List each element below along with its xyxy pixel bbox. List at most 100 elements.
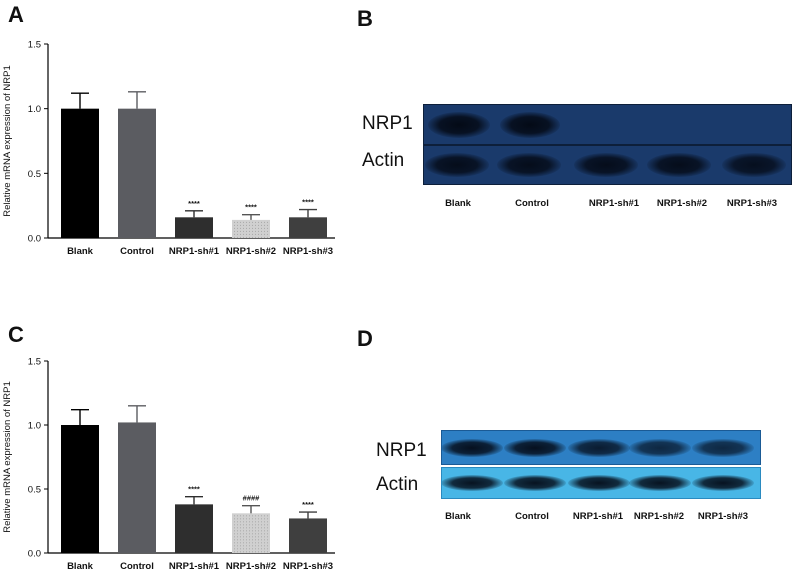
chart-a-y-axis-label: Relative mRNA expression of NRP1	[2, 65, 13, 217]
chart-c-bar-texture-dot	[246, 551, 247, 553]
chart-c-bar-texture-dot	[240, 521, 241, 523]
chart-c-bar-texture-dot	[267, 548, 268, 550]
chart-a-bar-texture-dot	[246, 221, 247, 223]
chart-c-bar-texture-dot	[261, 533, 262, 535]
chart-c-bar-texture-dot	[264, 533, 265, 535]
blot-d-band-nrp1	[504, 438, 566, 457]
chart-a-bar-texture-dot	[237, 236, 238, 238]
chart-a-bar-texture-dot	[234, 230, 235, 232]
chart-a-y-tick-label: 1.0	[28, 104, 41, 115]
blot-d-row-label-actin: Actin	[376, 474, 419, 495]
chart-c-bar-texture-dot	[267, 530, 268, 532]
chart-c-bar-texture-dot	[243, 527, 244, 529]
panel-letter-d: D	[357, 326, 373, 351]
chart-c-bar-texture-dot	[252, 515, 253, 517]
chart-c-bar-texture-dot	[252, 530, 253, 532]
chart-c-bar-texture-dot	[264, 527, 265, 529]
chart-c-bar-texture-dot	[234, 533, 235, 535]
chart-a-bar-texture-dot	[240, 224, 241, 226]
chart-c-bar-texture-dot	[261, 515, 262, 517]
chart-c-bar-texture-dot	[240, 533, 241, 535]
chart-a-bar-texture-dot	[252, 233, 253, 235]
chart-c-bar-texture-dot	[243, 524, 244, 526]
chart-c-bar-texture-dot	[252, 548, 253, 550]
chart-c-bar-texture-dot	[267, 518, 268, 520]
blot-d-row-label-nrp1: NRP1	[376, 440, 427, 461]
chart-c-bar-texture-dot	[234, 518, 235, 520]
chart-a-bar-texture-dot	[249, 221, 250, 223]
chart-c-bar-texture-dot	[252, 527, 253, 529]
chart-c-bar-texture-dot	[258, 536, 259, 538]
chart-c-bar-texture-dot	[237, 545, 238, 547]
chart-c-y-tick-label: 1.0	[28, 421, 41, 432]
chart-c-bar-texture-dot	[252, 521, 253, 523]
chart-a-bar-texture-dot	[267, 224, 268, 226]
chart-c-bar-texture-dot	[234, 545, 235, 547]
chart-a-bar-texture-dot	[240, 230, 241, 232]
chart-a-bar-texture-dot	[258, 224, 259, 226]
chart-c-bar	[232, 513, 270, 553]
chart-a-bar-texture-dot	[255, 227, 256, 229]
chart-a-category-label: Blank	[67, 246, 94, 257]
chart-c-y-tick-label: 0.0	[28, 549, 41, 560]
chart-a-bar-texture-dot	[258, 227, 259, 229]
blot-b-band-nrp1	[500, 111, 560, 138]
chart-a-bar-texture-dot	[246, 227, 247, 229]
chart-a-bar-texture-dot	[240, 236, 241, 238]
blot-b-lane-label: NRP1-sh#2	[656, 198, 708, 209]
chart-c-y-tick-label: 1.5	[28, 357, 41, 368]
chart-c-bar-texture-dot	[252, 545, 253, 547]
chart-c-bar-texture-dot	[249, 542, 250, 544]
chart-a-bar-texture-dot	[258, 230, 259, 232]
chart-a-bar-texture-dot	[267, 233, 268, 235]
chart-c-category-label: NRP1-sh#3	[283, 561, 333, 572]
chart-c-category-label: NRP1-sh#2	[226, 561, 276, 572]
chart-a-category-label: NRP1-sh#1	[169, 246, 220, 257]
blot-b-band-actin	[497, 153, 561, 177]
chart-c-bar-texture-dot	[243, 518, 244, 520]
chart-c-bar-texture-dot	[234, 551, 235, 553]
chart-a-bar-texture-dot	[264, 227, 265, 229]
chart-a-bar	[289, 217, 327, 238]
chart-c-bar-texture-dot	[255, 548, 256, 550]
chart-c-bar-texture-dot	[237, 518, 238, 520]
chart-c-bar-texture-dot	[261, 521, 262, 523]
chart-c-bar-texture-dot	[234, 548, 235, 550]
chart-c-bar-texture-dot	[258, 524, 259, 526]
chart-c-bar-texture-dot	[252, 539, 253, 541]
chart-c-category-label: Blank	[67, 561, 94, 572]
chart-c-bar-texture-dot	[249, 533, 250, 535]
chart-a-bar-texture-dot	[258, 233, 259, 235]
chart-c-bar-texture-dot	[234, 542, 235, 544]
chart-c-bar-texture-dot	[267, 542, 268, 544]
chart-a-bar-texture-dot	[261, 221, 262, 223]
chart-a-bar-texture-dot	[255, 221, 256, 223]
chart-a-bar-texture-dot	[249, 236, 250, 238]
chart-a-bar-texture-dot	[249, 227, 250, 229]
chart-c-bar-texture-dot	[255, 515, 256, 517]
chart-c-bar-texture-dot	[258, 530, 259, 532]
chart-c-bar-texture-dot	[246, 536, 247, 538]
chart-a-bar-texture-dot	[264, 221, 265, 223]
chart-c-bar-texture-dot	[243, 551, 244, 553]
chart-c-bar-texture-dot	[258, 542, 259, 544]
blot-b-band-actin	[722, 153, 786, 177]
chart-a-category-label: Control	[120, 246, 154, 257]
chart-c-bar-texture-dot	[261, 551, 262, 553]
chart-c-bar-texture-dot	[267, 527, 268, 529]
blot-b-band-actin	[647, 153, 711, 177]
chart-c-bar-texture-dot	[258, 539, 259, 541]
chart-a-y-tick-label: 1.5	[28, 40, 41, 51]
chart-c-bar-texture-dot	[246, 524, 247, 526]
chart-c-bar-texture-dot	[261, 542, 262, 544]
blot-b-lane-label: Control	[515, 198, 549, 209]
chart-c-bar-texture-dot	[264, 521, 265, 523]
chart-c-bar-texture-dot	[258, 533, 259, 535]
chart-c-bar-texture-dot	[246, 521, 247, 523]
chart-a-bar-texture-dot	[261, 230, 262, 232]
chart-c-bar-texture-dot	[261, 536, 262, 538]
chart-c-bar-texture-dot	[264, 551, 265, 553]
blot-b-strip-actin	[423, 145, 792, 185]
chart-a-bar	[175, 217, 213, 238]
panel-letter-c: C	[8, 322, 24, 347]
